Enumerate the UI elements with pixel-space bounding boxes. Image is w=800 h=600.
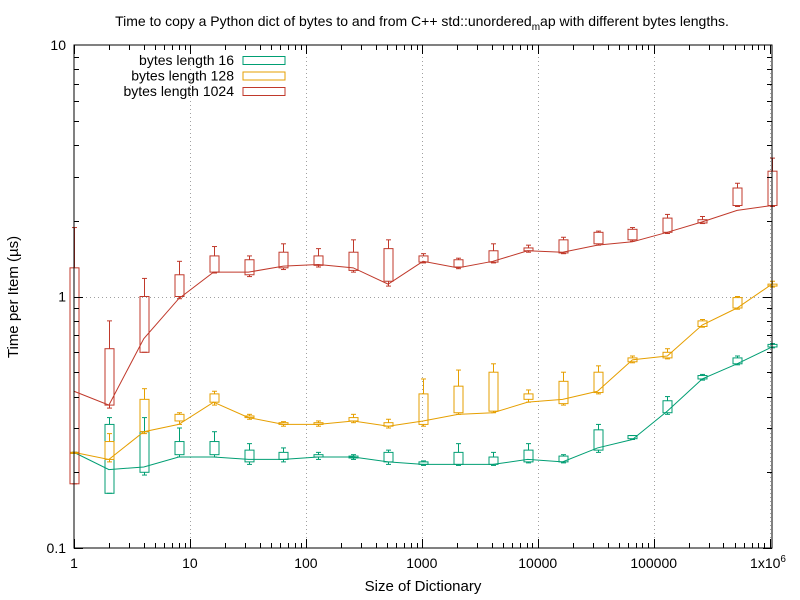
x-tick-label: 100000 (630, 555, 677, 571)
x-tick-label-exponent: 6 (780, 554, 786, 565)
chart-title: Time to copy a Python dict of bytes to a… (115, 13, 729, 33)
box (453, 259, 464, 268)
box (104, 348, 115, 406)
box (558, 239, 569, 254)
x-axis-label: Size of Dictionary (365, 578, 482, 595)
box (244, 259, 255, 276)
legend-swatch (242, 87, 286, 96)
legend-label: bytes length 16 (139, 52, 234, 68)
box (662, 351, 673, 359)
box (383, 248, 394, 282)
box (418, 255, 429, 263)
x-tick-label: 1 (70, 555, 78, 571)
box (348, 417, 359, 422)
box (488, 250, 499, 263)
box (453, 385, 464, 414)
y-axis: 0.1 1 10 (47, 37, 772, 556)
box (278, 451, 289, 460)
y-axis-label: Time per Item (µs) (5, 236, 22, 358)
x-tick-label-base: 1x10 (750, 555, 781, 571)
box (523, 449, 534, 463)
box (383, 451, 394, 463)
box (313, 255, 324, 266)
box (209, 393, 220, 403)
box (593, 371, 604, 394)
x-axis: 1 10 100 1000 10000 100000 1x106 (70, 45, 786, 571)
box (627, 228, 638, 241)
box (732, 187, 743, 207)
box (488, 456, 499, 465)
box (139, 296, 150, 353)
y-tick-label: 1 (58, 289, 66, 305)
series-3 (69, 157, 778, 485)
y-tick-label: 10 (50, 37, 66, 53)
x-tick-label-last: 1x106 (750, 554, 786, 571)
box (732, 357, 743, 365)
box (453, 451, 464, 465)
box (697, 219, 708, 224)
box (209, 255, 220, 273)
y-tick-label: 0.1 (47, 540, 67, 556)
box (209, 441, 220, 456)
box (523, 393, 534, 400)
box (627, 435, 638, 440)
box (278, 251, 289, 269)
box (348, 251, 359, 271)
x-tick-label: 100 (294, 555, 318, 571)
box (593, 429, 604, 451)
grid (74, 45, 772, 548)
x-tick-label: 10000 (518, 555, 557, 571)
box (662, 217, 673, 233)
box (174, 274, 185, 298)
series-1 (69, 343, 778, 494)
legend-label: bytes length 128 (131, 68, 234, 84)
series-2 (69, 280, 778, 463)
chart-title-main: Time to copy a Python dict of bytes to a… (115, 13, 532, 29)
box (627, 357, 638, 363)
box (488, 371, 499, 412)
x-tick-label: 10 (182, 555, 198, 571)
chart-title-subscript: m (532, 22, 540, 33)
box (732, 297, 743, 309)
legend-label: bytes length 1024 (123, 83, 234, 99)
series-line (73, 283, 773, 460)
box (418, 393, 429, 425)
box (174, 441, 185, 456)
box (174, 413, 185, 422)
box (593, 231, 604, 245)
box (697, 320, 708, 327)
box (558, 380, 569, 405)
legend-swatch (242, 71, 286, 81)
x-tick-label: 1000 (406, 555, 437, 571)
plot-area (69, 157, 778, 494)
box (244, 449, 255, 463)
series-line (73, 346, 773, 471)
series-line (73, 205, 773, 406)
chart-title-suffix: ap with different bytes lengths. (540, 13, 729, 29)
legend-swatch (242, 56, 286, 65)
